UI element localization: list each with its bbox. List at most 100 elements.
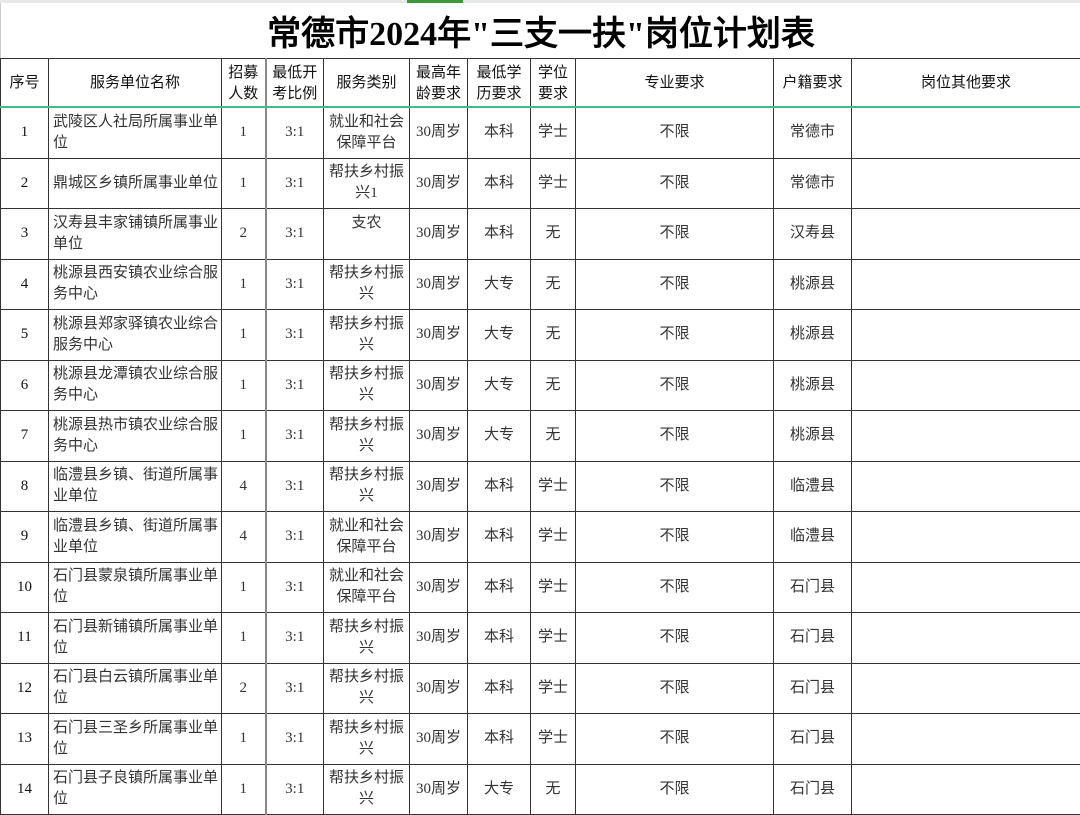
cell-recruit-count[interactable]: 1 (222, 259, 266, 310)
cell-other[interactable] (852, 360, 1080, 411)
cell-service-category[interactable]: 帮扶乡村振兴 (324, 714, 410, 765)
cell-other[interactable] (852, 512, 1080, 563)
cell-max-age[interactable]: 30周岁 (410, 562, 468, 613)
cell-seq[interactable]: 8 (1, 461, 49, 512)
cell-major[interactable]: 不限 (576, 209, 774, 260)
cell-min-ratio[interactable]: 3:1 (266, 158, 324, 209)
cell-seq[interactable]: 12 (1, 663, 49, 714)
cell-degree[interactable]: 学士 (531, 613, 576, 664)
cell-min-ratio[interactable]: 3:1 (266, 764, 324, 815)
cell-major[interactable]: 不限 (576, 663, 774, 714)
cell-major[interactable]: 不限 (576, 613, 774, 664)
cell-degree[interactable]: 学士 (531, 461, 576, 512)
cell-max-age[interactable]: 30周岁 (410, 310, 468, 361)
cell-major[interactable]: 不限 (576, 310, 774, 361)
cell-min-ratio[interactable]: 3:1 (266, 209, 324, 260)
cell-household[interactable]: 桃源县 (774, 411, 852, 462)
cell-service-category[interactable]: 就业和社会保障平台 (324, 512, 410, 563)
cell-service-category[interactable]: 支农 (324, 209, 410, 260)
cell-unit-name[interactable]: 石门县白云镇所属事业单位 (49, 663, 222, 714)
cell-seq[interactable]: 4 (1, 259, 49, 310)
cell-degree[interactable]: 无 (531, 360, 576, 411)
cell-max-age[interactable]: 30周岁 (410, 714, 468, 765)
cell-unit-name[interactable]: 桃源县郑家驿镇农业综合服务中心 (49, 310, 222, 361)
cell-major[interactable]: 不限 (576, 158, 774, 209)
cell-degree[interactable]: 学士 (531, 663, 576, 714)
cell-unit-name[interactable]: 临澧县乡镇、街道所属事业单位 (49, 461, 222, 512)
cell-max-age[interactable]: 30周岁 (410, 411, 468, 462)
cell-other[interactable] (852, 411, 1080, 462)
cell-unit-name[interactable]: 桃源县热市镇农业综合服务中心 (49, 411, 222, 462)
cell-degree[interactable]: 无 (531, 411, 576, 462)
cell-other[interactable] (852, 562, 1080, 613)
cell-max-age[interactable]: 30周岁 (410, 512, 468, 563)
cell-min-ratio[interactable]: 3:1 (266, 360, 324, 411)
cell-other[interactable] (852, 209, 1080, 260)
cell-max-age[interactable]: 30周岁 (410, 764, 468, 815)
cell-seq[interactable]: 1 (1, 107, 49, 158)
cell-min-education[interactable]: 本科 (468, 107, 531, 158)
cell-service-category[interactable]: 帮扶乡村振兴 (324, 310, 410, 361)
cell-recruit-count[interactable]: 1 (222, 158, 266, 209)
cell-min-education[interactable]: 大专 (468, 411, 531, 462)
cell-household[interactable]: 石门县 (774, 663, 852, 714)
cell-seq[interactable]: 2 (1, 158, 49, 209)
cell-other[interactable] (852, 107, 1080, 158)
cell-service-category[interactable]: 帮扶乡村振兴 (324, 764, 410, 815)
cell-min-ratio[interactable]: 3:1 (266, 259, 324, 310)
cell-recruit-count[interactable]: 1 (222, 714, 266, 765)
cell-min-ratio[interactable]: 3:1 (266, 714, 324, 765)
cell-recruit-count[interactable]: 1 (222, 107, 266, 158)
cell-household[interactable]: 桃源县 (774, 259, 852, 310)
cell-service-category[interactable]: 帮扶乡村振兴1 (324, 158, 410, 209)
cell-household[interactable]: 桃源县 (774, 310, 852, 361)
cell-max-age[interactable]: 30周岁 (410, 360, 468, 411)
cell-seq[interactable]: 7 (1, 411, 49, 462)
cell-min-ratio[interactable]: 3:1 (266, 107, 324, 158)
cell-household[interactable]: 汉寿县 (774, 209, 852, 260)
cell-unit-name[interactable]: 鼎城区乡镇所属事业单位 (49, 158, 222, 209)
cell-min-education[interactable]: 本科 (468, 158, 531, 209)
cell-unit-name[interactable]: 武陵区人社局所属事业单位 (49, 107, 222, 158)
cell-other[interactable] (852, 310, 1080, 361)
cell-max-age[interactable]: 30周岁 (410, 158, 468, 209)
cell-recruit-count[interactable]: 4 (222, 512, 266, 563)
cell-recruit-count[interactable]: 2 (222, 663, 266, 714)
cell-other[interactable] (852, 259, 1080, 310)
cell-recruit-count[interactable]: 1 (222, 562, 266, 613)
cell-service-category[interactable]: 就业和社会保障平台 (324, 562, 410, 613)
cell-seq[interactable]: 11 (1, 613, 49, 664)
cell-max-age[interactable]: 30周岁 (410, 663, 468, 714)
cell-recruit-count[interactable]: 1 (222, 613, 266, 664)
cell-other[interactable] (852, 613, 1080, 664)
cell-min-education[interactable]: 本科 (468, 512, 531, 563)
cell-major[interactable]: 不限 (576, 512, 774, 563)
cell-min-ratio[interactable]: 3:1 (266, 663, 324, 714)
cell-min-ratio[interactable]: 3:1 (266, 411, 324, 462)
cell-household[interactable]: 桃源县 (774, 360, 852, 411)
cell-min-education[interactable]: 本科 (468, 461, 531, 512)
cell-degree[interactable]: 学士 (531, 562, 576, 613)
cell-min-education[interactable]: 大专 (468, 764, 531, 815)
cell-min-education[interactable]: 本科 (468, 714, 531, 765)
cell-unit-name[interactable]: 汉寿县丰家铺镇所属事业单位 (49, 209, 222, 260)
cell-major[interactable]: 不限 (576, 562, 774, 613)
cell-min-education[interactable]: 本科 (468, 562, 531, 613)
cell-service-category[interactable]: 帮扶乡村振兴 (324, 663, 410, 714)
cell-major[interactable]: 不限 (576, 411, 774, 462)
cell-degree[interactable]: 学士 (531, 158, 576, 209)
cell-max-age[interactable]: 30周岁 (410, 613, 468, 664)
cell-recruit-count[interactable]: 1 (222, 764, 266, 815)
cell-household[interactable]: 石门县 (774, 613, 852, 664)
cell-other[interactable] (852, 764, 1080, 815)
cell-min-ratio[interactable]: 3:1 (266, 613, 324, 664)
cell-unit-name[interactable]: 石门县蒙泉镇所属事业单位 (49, 562, 222, 613)
cell-max-age[interactable]: 30周岁 (410, 209, 468, 260)
cell-seq[interactable]: 13 (1, 714, 49, 765)
cell-household[interactable]: 石门县 (774, 714, 852, 765)
cell-other[interactable] (852, 663, 1080, 714)
cell-unit-name[interactable]: 桃源县龙潭镇农业综合服务中心 (49, 360, 222, 411)
cell-recruit-count[interactable]: 1 (222, 310, 266, 361)
cell-min-education[interactable]: 大专 (468, 259, 531, 310)
cell-major[interactable]: 不限 (576, 714, 774, 765)
